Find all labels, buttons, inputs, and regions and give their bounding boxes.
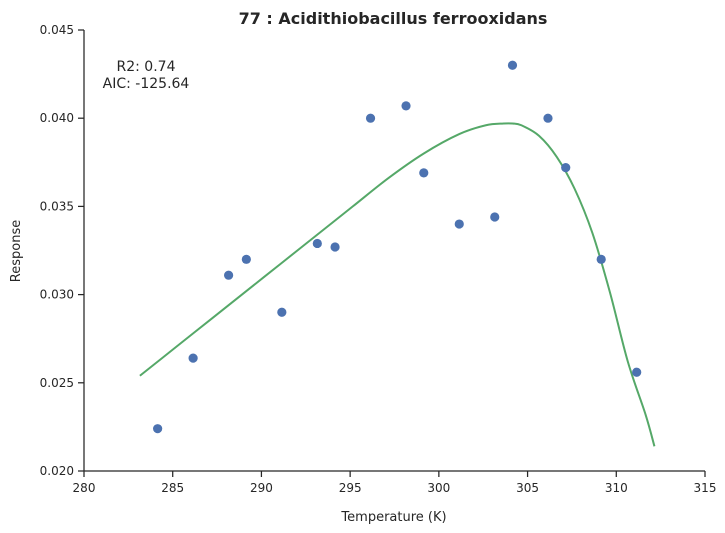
data-point xyxy=(561,162,571,173)
data-point xyxy=(277,307,287,317)
data-point xyxy=(241,254,251,264)
data-point xyxy=(401,101,411,111)
fit-curve xyxy=(139,122,656,447)
y-tick-label: 0.045 xyxy=(40,23,74,37)
fit-curve-layer xyxy=(139,122,656,447)
data-point xyxy=(419,168,429,178)
data-point xyxy=(153,424,163,434)
x-tick-label: 285 xyxy=(161,481,184,495)
data-point xyxy=(490,212,500,222)
x-tick-label: 280 xyxy=(73,481,96,495)
x-tick-label: 295 xyxy=(339,481,362,495)
aic-annotation: AIC: -125.64 xyxy=(103,76,190,92)
data-point xyxy=(632,367,642,377)
x-tick-label: 305 xyxy=(516,481,539,495)
data-point xyxy=(365,113,376,123)
y-tick-label: 0.030 xyxy=(40,288,74,302)
data-point xyxy=(188,353,198,363)
axes: 280 285 290 295 300 305 310 315 0.020 0.025 0.030 0… xyxy=(40,23,717,495)
y-tick-label: 0.035 xyxy=(40,199,74,213)
y-tick-label: 0.040 xyxy=(40,111,74,125)
y-axis-label: Response xyxy=(9,220,24,282)
data-point xyxy=(224,270,234,280)
x-tick-label: 300 xyxy=(427,481,450,495)
chart-title: 77 : Acidithiobacillus ferrooxidans xyxy=(239,9,548,28)
y-tick-label: 0.025 xyxy=(40,376,74,390)
y-tick-label: 0.020 xyxy=(40,464,74,478)
scatter-points-layer xyxy=(153,60,642,434)
data-point xyxy=(596,254,606,264)
r2-annotation: R2: 0.74 xyxy=(117,59,176,75)
x-tick-label: 315 xyxy=(694,481,717,495)
data-point xyxy=(507,60,518,70)
x-tick-label: 290 xyxy=(250,481,273,495)
x-tick-label: 310 xyxy=(605,481,628,495)
data-point xyxy=(312,238,322,249)
data-point xyxy=(543,113,553,123)
x-axis-label: Temperature (K) xyxy=(340,510,446,525)
data-point xyxy=(330,242,340,252)
data-point xyxy=(454,219,464,229)
